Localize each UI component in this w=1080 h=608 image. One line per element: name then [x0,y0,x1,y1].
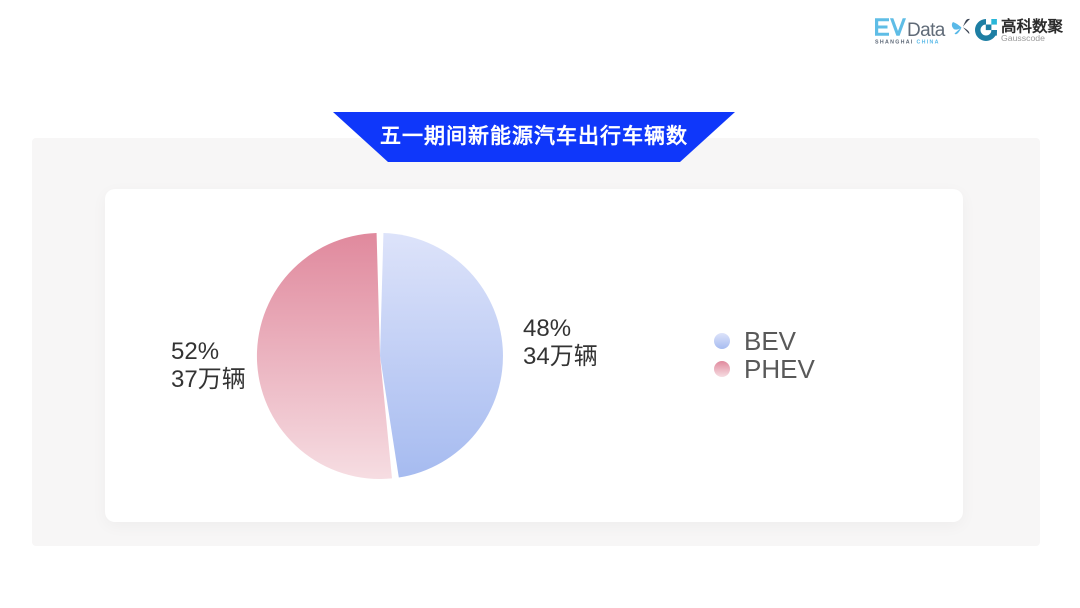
svg-text:Gausscode: Gausscode [1001,33,1045,43]
svg-text:SHANGHAI CHINA: SHANGHAI CHINA [875,40,940,46]
svg-text:Data: Data [907,20,946,41]
